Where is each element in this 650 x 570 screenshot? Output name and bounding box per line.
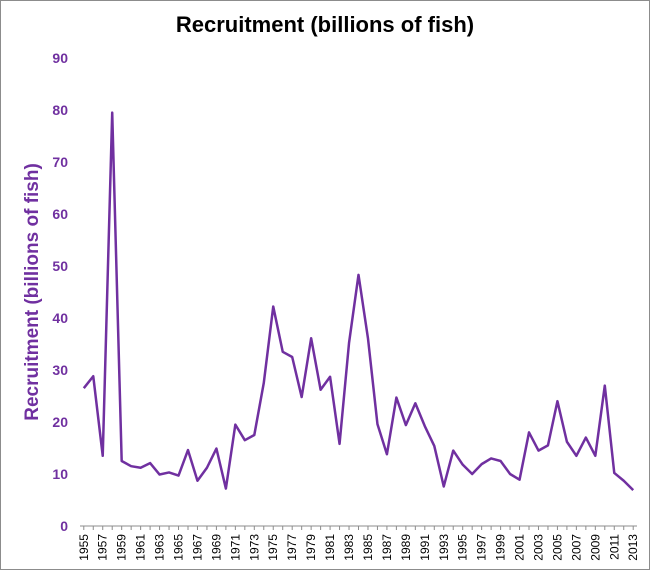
x-tick-label: 2013 <box>626 534 640 561</box>
x-tick-label: 1959 <box>115 534 129 561</box>
x-tick-label: 1969 <box>209 534 223 561</box>
x-tick-label: 1983 <box>342 534 356 561</box>
x-tick-label: 2003 <box>531 534 545 561</box>
y-tick-label: 0 <box>60 518 68 534</box>
x-tick-label: 1977 <box>285 534 299 561</box>
x-tick-label: 1995 <box>456 534 470 561</box>
x-tick-label: 1973 <box>247 534 261 561</box>
y-axis: 0 10 20 30 40 50 60 70 80 90 <box>52 50 68 534</box>
x-tick-label: 1961 <box>134 534 148 561</box>
x-axis: 1955 1957 1959 1961 1963 1965 1967 1969 1971 1973… <box>77 525 640 561</box>
x-tick-label: 1985 <box>361 534 375 561</box>
x-tick-label: 2007 <box>569 534 583 561</box>
x-tick-label: 2009 <box>588 534 602 561</box>
series-line <box>82 111 635 492</box>
y-tick-label: 30 <box>52 362 68 378</box>
x-tick-label: 2011 <box>607 534 621 560</box>
x-tick-label: 1993 <box>437 534 451 561</box>
x-tick-label: 2001 <box>513 534 527 561</box>
x-tick-label: 1971 <box>228 534 242 561</box>
x-tick-label: 2005 <box>550 534 564 561</box>
x-tick-label: 1975 <box>266 534 280 561</box>
x-tick-label: 1967 <box>190 534 204 561</box>
y-tick-label: 10 <box>52 466 68 482</box>
y-tick-label: 20 <box>52 414 68 430</box>
y-tick-label: 40 <box>52 310 68 326</box>
y-tick-label: 50 <box>52 258 68 274</box>
x-tick-label: 1991 <box>418 534 432 561</box>
x-tick-label: 1957 <box>96 534 110 561</box>
y-tick-label: 80 <box>52 102 68 118</box>
x-tick-label: 1999 <box>494 534 508 561</box>
y-tick-label: 90 <box>52 50 68 66</box>
x-tick-label: 1979 <box>304 534 318 561</box>
x-tick-label: 1963 <box>153 534 167 561</box>
x-tick-label: 1965 <box>172 534 186 561</box>
x-tick-label: 1955 <box>77 534 91 561</box>
y-tick-label: 60 <box>52 206 68 222</box>
x-tick-label: 1981 <box>323 534 337 561</box>
y-axis-label: Recruitment (billions of fish) <box>22 163 43 421</box>
x-tick-label: 1997 <box>475 534 489 561</box>
chart-title: Recruitment (billions of fish) <box>175 12 475 37</box>
x-tick-label: 1987 <box>380 534 394 561</box>
x-tick-label: 1989 <box>399 534 413 561</box>
y-tick-label: 70 <box>52 154 68 170</box>
